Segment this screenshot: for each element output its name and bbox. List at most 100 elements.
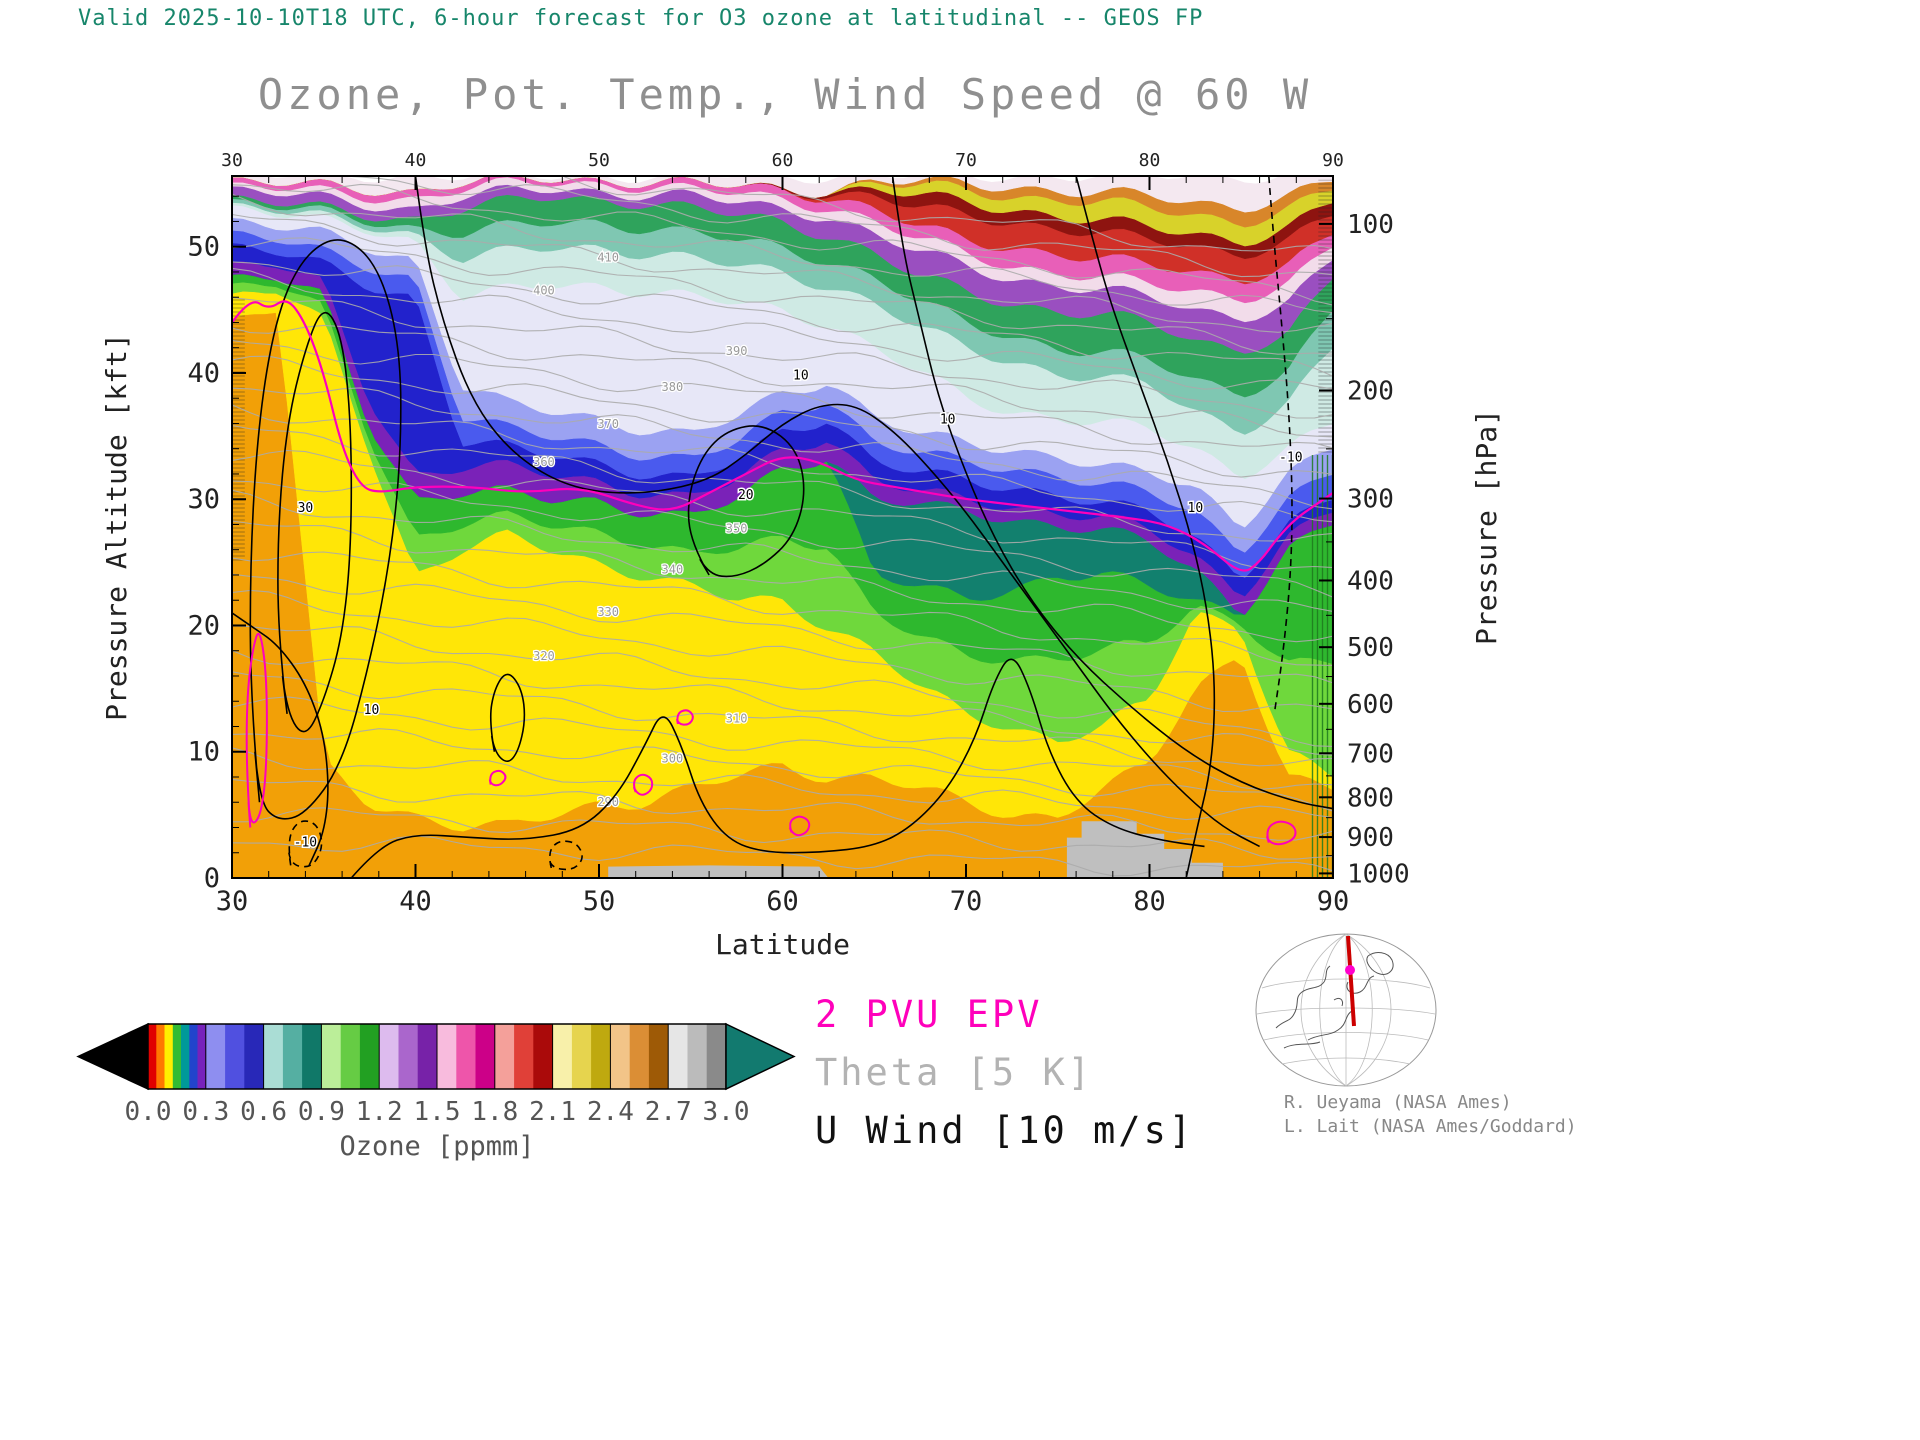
colorbar-segment: [706, 1024, 727, 1089]
uwind-label: 30: [298, 501, 314, 516]
hatch-left: [232, 297, 245, 563]
pressure-label: 100: [1347, 210, 1394, 240]
theta-contour: [232, 324, 1333, 438]
hatch-right-upper: [1318, 179, 1333, 456]
colorbar-segment: [475, 1024, 496, 1089]
theta-contour: [232, 728, 1333, 812]
uwind-label: 10: [793, 368, 809, 383]
theta-label: 360: [533, 455, 555, 469]
theta-contour: [232, 237, 1333, 355]
y-axis-title-right: Pressure [hPa]: [1470, 409, 1503, 645]
uwind-contour: [277, 311, 353, 733]
graticule: [1256, 933, 1436, 1087]
uwind-contour: [891, 176, 1333, 810]
credit-line-1: R. Ueyama (NASA Ames): [1284, 1092, 1512, 1113]
uwind-label: 10: [940, 412, 956, 427]
theta-label: 330: [597, 605, 619, 619]
x-tick-label-top: 50: [588, 150, 610, 171]
colorbar-left-arrow: [76, 1022, 149, 1091]
cross-section-line: [1346, 935, 1356, 1027]
pressure-label: 1000: [1347, 859, 1410, 889]
colorbar-segment: [552, 1024, 573, 1089]
colorbar-segment: [417, 1024, 438, 1089]
x-tick-label-top: 60: [772, 150, 794, 171]
epv-contour-loop: [676, 709, 694, 726]
theta-contour: [232, 671, 1333, 767]
uwind-contour: [548, 840, 583, 871]
theta-contour: [232, 520, 1333, 643]
uwind-contour: [249, 239, 402, 820]
theta-label: 410: [597, 251, 619, 265]
uwind-contour: [414, 176, 1260, 848]
theta-contour: [232, 589, 1333, 713]
y-tick-label-left: 20: [187, 610, 220, 641]
theta-contour: [232, 339, 1333, 449]
colorbar-segment: [359, 1024, 380, 1089]
legend-theta: Theta [5 K]: [815, 1051, 1094, 1094]
uwind-contour: [288, 820, 323, 868]
colorbar-segment: [648, 1024, 669, 1089]
colorbar-segment: [197, 1024, 207, 1089]
theta-contour: [232, 387, 1333, 510]
colorbar-tick-label: 0.3: [182, 1097, 229, 1127]
uwind-contour: [350, 658, 1205, 878]
hatch-right-lower: [1309, 455, 1333, 878]
theta-contour: [232, 176, 1333, 252]
colorbar-segment: [610, 1024, 631, 1089]
theta-contour: [232, 297, 1333, 419]
theta-label: 390: [726, 344, 748, 358]
colorbar-segment: [571, 1024, 592, 1089]
uwind-label: -10: [294, 835, 317, 850]
colorbar-segment: [156, 1024, 166, 1089]
theta-contour: [232, 573, 1333, 684]
x-tick-label: 30: [216, 886, 249, 917]
x-tick-label-top: 30: [221, 150, 243, 171]
colorbar-segment: [591, 1024, 611, 1089]
theta-label: 300: [662, 751, 684, 765]
colorbar-segment: [189, 1024, 199, 1089]
colorbar-segment: [148, 1024, 157, 1089]
uwind-contour: [1075, 176, 1216, 878]
theta-contour: [232, 183, 1333, 306]
theta-label: 310: [726, 712, 748, 726]
colorbar-segment: [321, 1024, 342, 1089]
theta-contour: [232, 404, 1333, 523]
theta-contour: [232, 551, 1333, 667]
x-axis-title: Latitude: [715, 928, 850, 960]
colorbar-segment: [514, 1024, 534, 1089]
colorbar-tick-label: 0.0: [125, 1097, 172, 1127]
theta-contour: [232, 355, 1333, 478]
theta-contour: [232, 489, 1333, 612]
epv-contour-loop: [1265, 820, 1297, 846]
colorbar-tick-label: 1.8: [471, 1097, 518, 1127]
epv-contour-loop: [245, 632, 268, 828]
x-tick-label: 60: [766, 886, 799, 917]
colorbar-tick-label: 0.6: [240, 1097, 287, 1127]
valid-header: Valid 2025-10-10T18 UTC, 6-hour forecast…: [78, 6, 1204, 31]
pressure-label: 500: [1347, 633, 1394, 663]
colorbar-tick-label: 1.2: [356, 1097, 403, 1127]
y-tick-label-left: 40: [187, 358, 220, 389]
colorbar-tick-label: 3.0: [703, 1097, 750, 1127]
colorbar-segment: [379, 1024, 400, 1089]
uwind-contour: [687, 425, 805, 578]
theta-contour: [232, 267, 1333, 390]
colorbar-tick-label: 1.5: [414, 1097, 461, 1127]
terrain: [608, 865, 829, 878]
colorbar-segment: [340, 1024, 361, 1089]
theta-contour: [232, 807, 1333, 860]
theta-label: 340: [662, 563, 684, 577]
x-tick-label-top: 80: [1139, 150, 1161, 171]
colorbar-tick-label: 2.1: [529, 1097, 576, 1127]
colorbar: 0.0 0.3 0.6 0.9 1.2 1.5 1.8 2.1 2.4 2.7 3.0 Ozone […: [76, 1022, 796, 1162]
credit-line-2: L. Lait (NASA Ames/Goddard): [1284, 1116, 1577, 1137]
x-tick-label-top: 70: [955, 150, 977, 171]
y-tick-label-left: 50: [187, 232, 220, 263]
theta-label: 370: [597, 417, 619, 431]
colorbar-segment: [687, 1024, 708, 1089]
uwind-label: 10: [1188, 501, 1204, 516]
uwind-contour: [232, 612, 329, 866]
theta-contour: [232, 625, 1333, 747]
theta-label: 350: [726, 522, 748, 536]
colorbar-tick-label: 2.4: [587, 1097, 634, 1127]
